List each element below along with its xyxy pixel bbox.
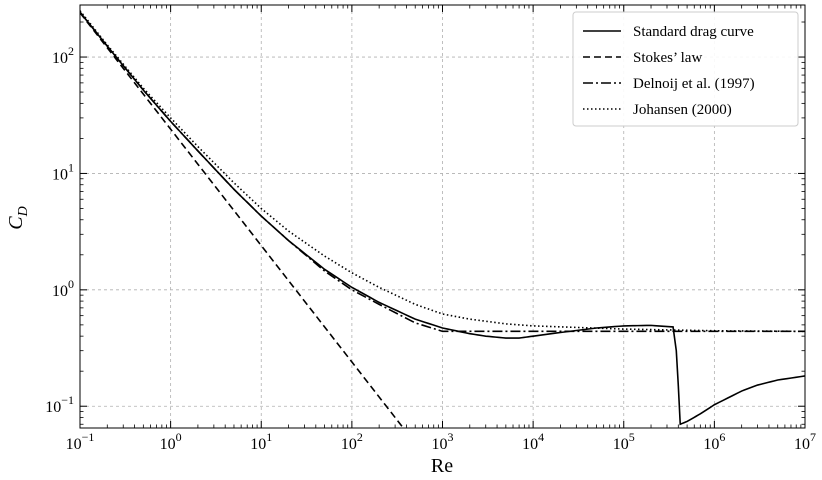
x-tick-base: 10: [250, 436, 266, 453]
x-tick-base: 10: [794, 436, 810, 453]
x-tick-label: 104: [522, 430, 544, 453]
x-tick-exponent: 5: [629, 430, 635, 444]
y-tick-label: 10−1: [45, 393, 74, 416]
x-tick-label: 100: [160, 430, 182, 453]
x-tick-exponent: 7: [810, 430, 816, 444]
y-tick-exponent: 1: [68, 160, 74, 174]
x-tick-exponent: 3: [448, 430, 454, 444]
y-tick-exponent: 0: [68, 277, 74, 291]
x-tick-base: 10: [613, 436, 629, 453]
series-line-4: [80, 10, 805, 333]
y-tick-base: 10: [52, 283, 68, 300]
y-axis-title-main: C: [5, 216, 27, 230]
legend-label-4: Johansen (2000): [633, 102, 732, 118]
x-tick-exponent: 6: [719, 430, 725, 444]
legend-box: [572, 11, 799, 127]
series-layer: [80, 10, 805, 428]
x-tick-labels: 10−1 100 101 102 103 104 105 106 107: [66, 430, 816, 453]
y-tick-label: 100: [52, 277, 74, 300]
series-line-3: [80, 11, 805, 333]
series-line-2: [80, 12, 405, 428]
x-tick-base: 10: [432, 436, 448, 453]
y-tick-exponent: −1: [61, 393, 74, 407]
legend-label-1: Standard drag curve: [633, 24, 754, 40]
x-tick-label: 107: [794, 430, 816, 453]
x-tick-base: 10: [160, 436, 176, 453]
y-tick-label: 101: [52, 160, 74, 183]
x-tick-label: 103: [432, 430, 454, 453]
legend: Standard drag curve Stokes’ law Delnoij et…: [572, 11, 799, 127]
x-tick-label: 101: [250, 430, 272, 453]
x-tick-exponent: 2: [357, 430, 363, 444]
x-tick-base: 10: [66, 436, 82, 453]
y-tick-base: 10: [52, 50, 68, 67]
legend-label-2: Stokes’ law: [633, 50, 702, 66]
x-tick-base: 10: [341, 436, 357, 453]
x-tick-base: 10: [703, 436, 719, 453]
x-tick-label: 102: [341, 430, 363, 453]
y-tick-label: 102: [52, 44, 74, 67]
minor-ticks: [79, 5, 806, 428]
y-tick-exponent: 2: [68, 44, 74, 58]
grid-lines: [80, 5, 805, 428]
x-axis-title: Re: [431, 455, 453, 477]
y-tick-base: 10: [45, 399, 61, 416]
x-tick-exponent: 4: [538, 430, 544, 444]
x-tick-label: 105: [613, 430, 635, 453]
legend-label-3: Delnoij et al. (1997): [633, 76, 755, 92]
y-axis-title: CD: [5, 206, 31, 229]
x-tick-exponent: 1: [266, 430, 272, 444]
x-tick-base: 10: [522, 436, 538, 453]
x-tick-label: 10−1: [66, 430, 95, 453]
plot-frame: [79, 4, 806, 429]
x-tick-exponent: 0: [176, 430, 182, 444]
x-tick-label: 106: [703, 430, 725, 453]
x-tick-exponent: −1: [82, 430, 95, 444]
y-axis-title-sub: D: [16, 206, 31, 217]
y-tick-base: 10: [52, 166, 68, 183]
